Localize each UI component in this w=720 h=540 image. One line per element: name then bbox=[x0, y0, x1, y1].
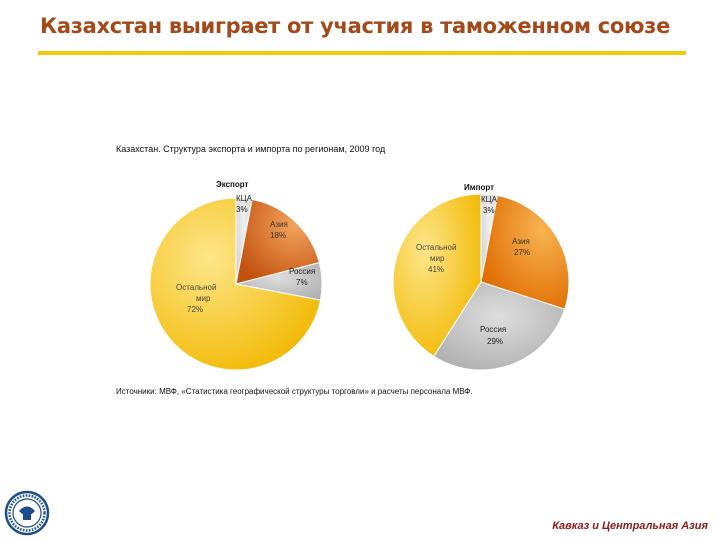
export-label-russia: Россия bbox=[289, 267, 315, 276]
import-pie: Импорт КЦА 3% Азия 27% Россия 29% Осталь… bbox=[392, 183, 570, 371]
title-underline bbox=[38, 51, 686, 55]
import-label-kca: КЦА bbox=[481, 195, 498, 204]
import-slice-rest bbox=[392, 193, 482, 357]
import-value-russia: 29% bbox=[487, 337, 503, 346]
export-value-asia: 18% bbox=[270, 231, 286, 240]
export-value-russia: 7% bbox=[296, 278, 308, 287]
import-slice-asia bbox=[480, 194, 570, 310]
imf-logo bbox=[4, 490, 50, 536]
export-label-kca: КЦА bbox=[236, 194, 253, 203]
footer-text: Кавказ и Центральная Азия bbox=[552, 520, 708, 532]
source-note: Источники: МВФ, «Статистика географическ… bbox=[116, 387, 473, 396]
import-label-rest-1: Остальной bbox=[416, 243, 456, 252]
export-label-rest-1: Остальной bbox=[176, 283, 216, 292]
export-pie: Экспорт КЦА 3% Азия 18% Россия 7% Осталь… bbox=[149, 180, 323, 371]
import-chart-title: Импорт bbox=[464, 183, 494, 192]
chart-caption: Казахстан. Структура экспорта и импорта … bbox=[116, 144, 386, 154]
export-slice-rest bbox=[149, 197, 322, 371]
export-value-rest: 72% bbox=[187, 305, 203, 314]
import-label-rest-2: мир bbox=[430, 254, 445, 263]
import-value-asia: 27% bbox=[514, 248, 530, 257]
export-slice-asia bbox=[235, 198, 320, 285]
import-slice-russia bbox=[433, 281, 566, 371]
export-value-kca: 3% bbox=[236, 205, 248, 214]
export-label-rest-2: мир bbox=[196, 294, 211, 303]
export-chart-title: Экспорт bbox=[216, 180, 249, 189]
import-value-rest: 41% bbox=[428, 265, 444, 274]
import-label-russia: Россия bbox=[480, 325, 506, 334]
import-label-asia: Азия bbox=[512, 237, 530, 246]
export-label-asia: Азия bbox=[270, 220, 288, 229]
import-value-kca: 3% bbox=[483, 206, 495, 215]
slide-title: Казахстан выиграет от участия в таможенн… bbox=[40, 14, 671, 38]
